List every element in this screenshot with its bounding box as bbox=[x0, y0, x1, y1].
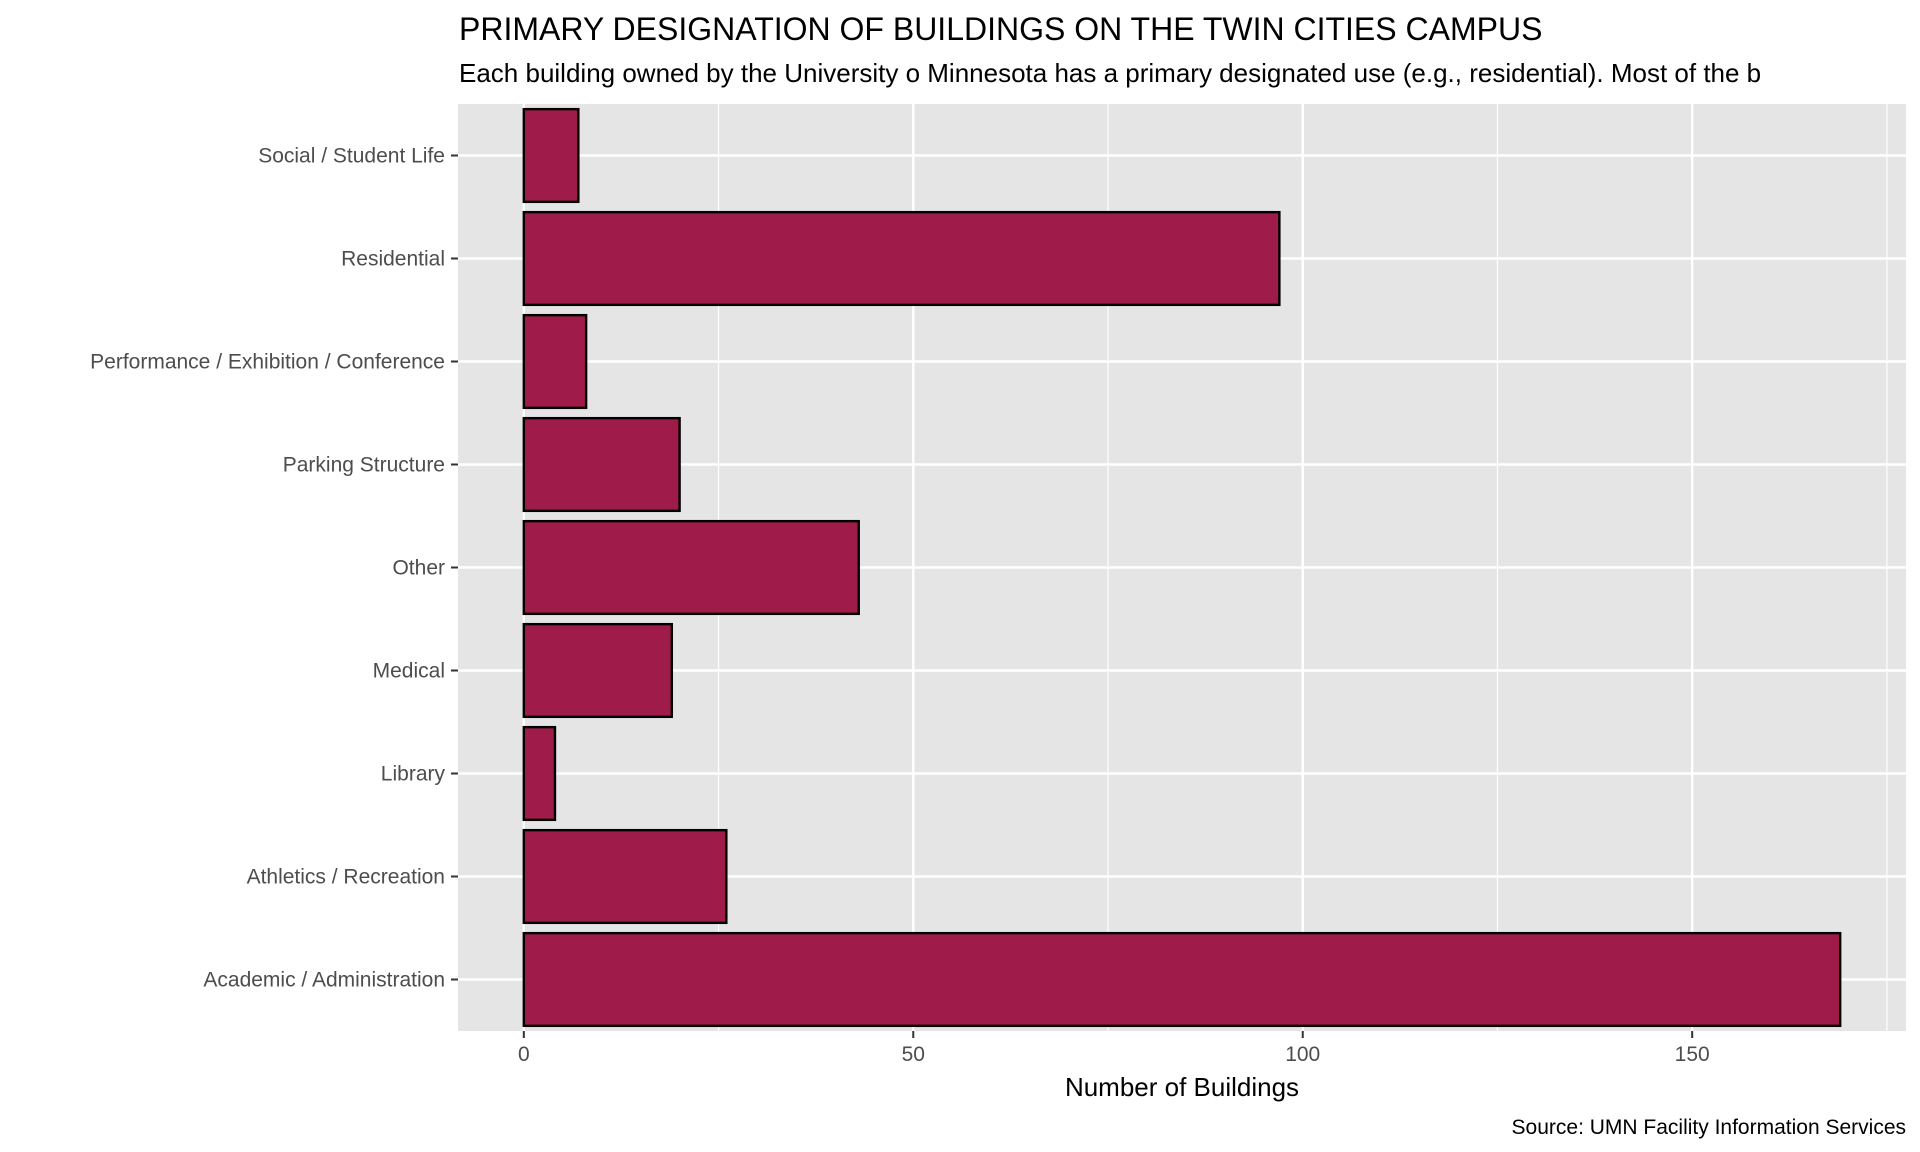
y-tick-label: Academic / Administration bbox=[203, 969, 445, 992]
chart-caption: Source: UMN Facility Information Service… bbox=[1512, 1116, 1906, 1139]
y-tick-label: Library bbox=[381, 763, 446, 786]
x-tick-label: 0 bbox=[518, 1043, 530, 1066]
bar-library bbox=[522, 725, 557, 822]
y-tick-label: Performance / Exhibition / Conference bbox=[90, 351, 445, 374]
y-tick-label: Residential bbox=[341, 248, 445, 271]
bar-athletics-recreation bbox=[522, 828, 728, 925]
x-tick-label: 50 bbox=[902, 1043, 925, 1066]
y-tick-label: Other bbox=[392, 557, 445, 580]
x-axis-label: Number of Buildings bbox=[1065, 1072, 1299, 1102]
y-tick-label: Medical bbox=[373, 660, 445, 683]
chart-subtitle: Each building owned by the University o … bbox=[459, 58, 1761, 88]
x-tick-label: 100 bbox=[1285, 1043, 1320, 1066]
y-tick-label: Social / Student Life bbox=[258, 145, 445, 168]
x-tick-label: 150 bbox=[1675, 1043, 1710, 1066]
bar-academic-administration bbox=[522, 931, 1842, 1028]
bar-performance-exhibition-conference bbox=[522, 313, 588, 410]
bar-parking-structure bbox=[522, 416, 681, 513]
y-tick-label: Athletics / Recreation bbox=[247, 866, 445, 889]
y-tick-label: Parking Structure bbox=[283, 454, 445, 477]
chart-title: PRIMARY DESIGNATION OF BUILDINGS ON THE … bbox=[459, 11, 1542, 47]
bar-residential bbox=[522, 210, 1281, 307]
bar-social-student-life bbox=[522, 107, 580, 204]
bar-other bbox=[522, 519, 860, 616]
bar-medical bbox=[522, 622, 674, 719]
